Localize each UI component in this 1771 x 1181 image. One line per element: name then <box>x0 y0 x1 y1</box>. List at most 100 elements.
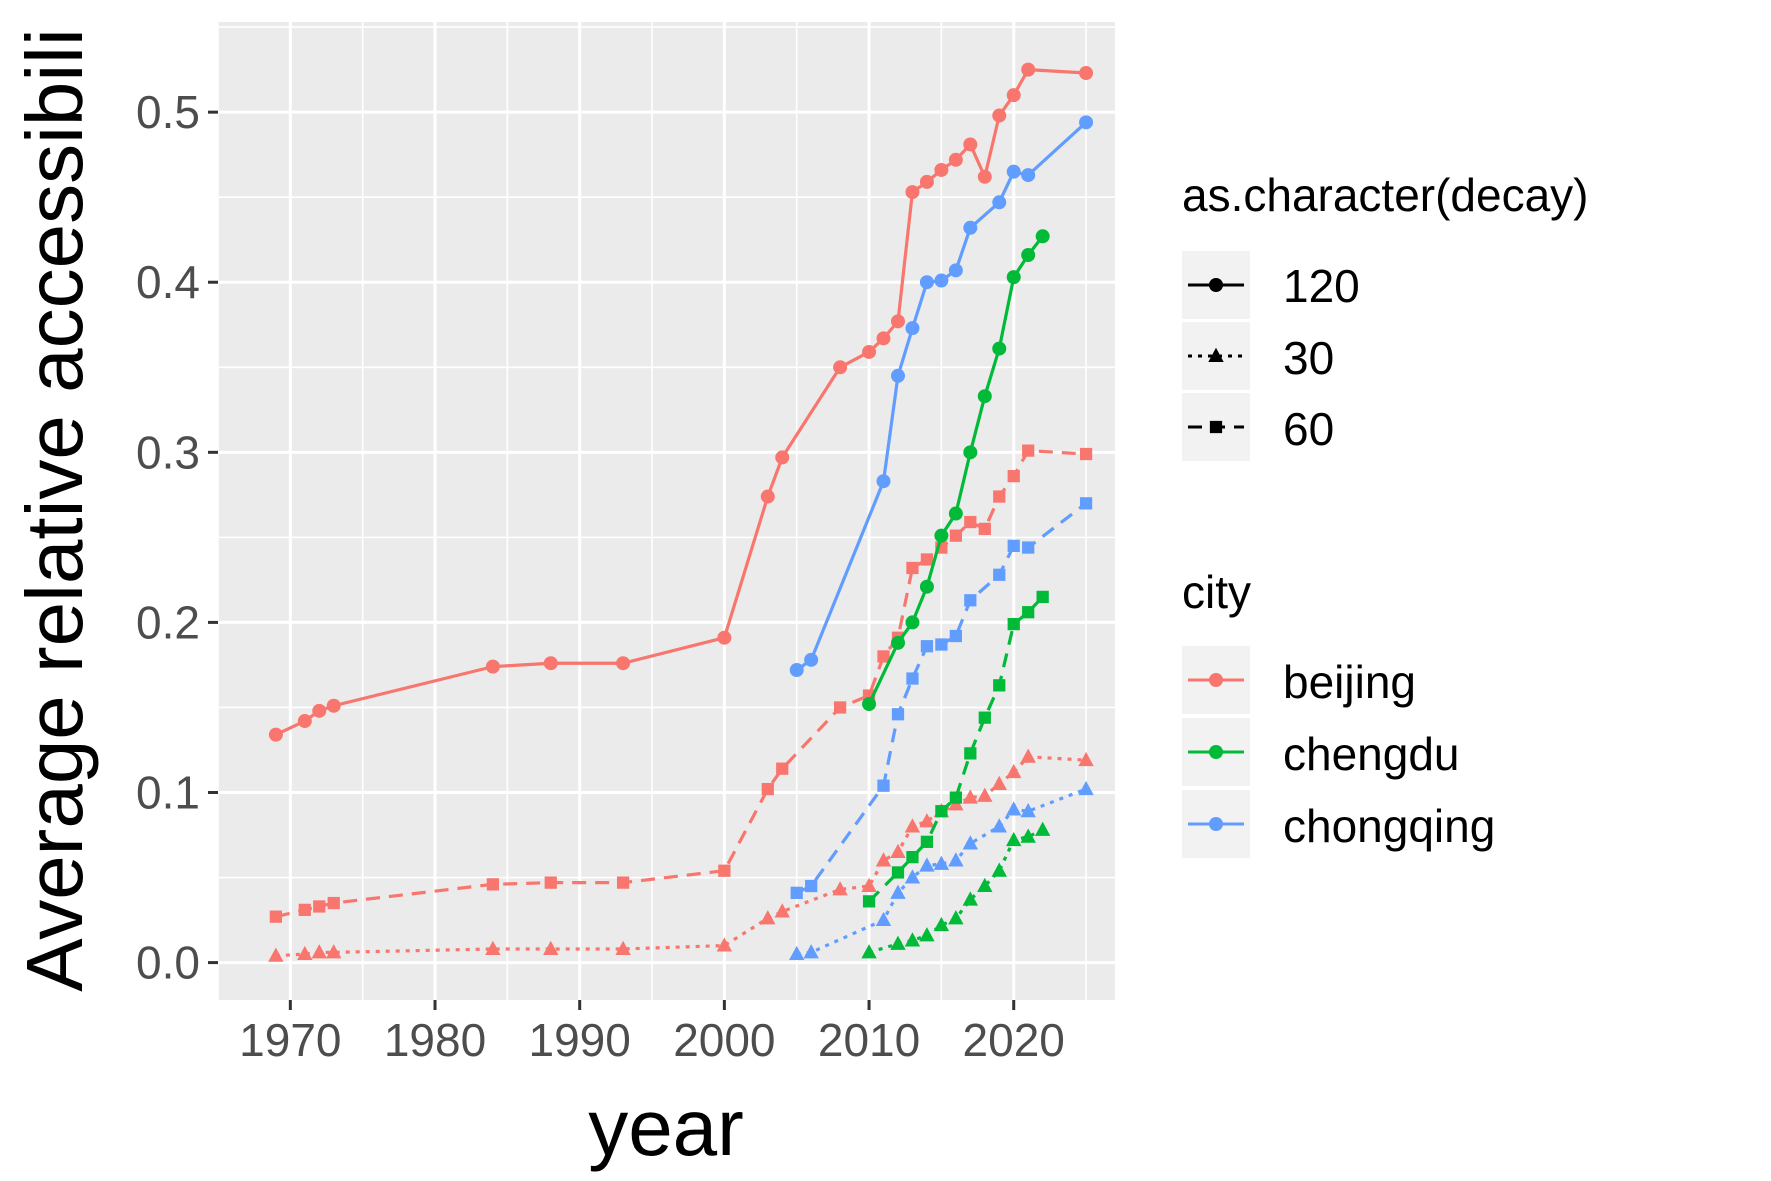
series-beijing-120 <box>268 62 1094 742</box>
point-chengdu-30 <box>962 891 979 906</box>
line-beijing-30 <box>275 755 1087 958</box>
point-beijing-60 <box>486 878 500 891</box>
point-beijing-120 <box>1006 88 1021 103</box>
point-beijing-30 <box>832 881 848 896</box>
point-beijing-30 <box>326 944 342 959</box>
point-beijing-30 <box>297 945 313 961</box>
point-beijing-120 <box>326 698 341 713</box>
legend-key-marker-30 <box>1208 347 1224 362</box>
point-beijing-60 <box>544 876 557 889</box>
point-beijing-30 <box>760 910 776 925</box>
point-beijing-120 <box>833 360 848 375</box>
point-beijing-60 <box>964 515 977 529</box>
point-chengdu-60 <box>891 866 905 879</box>
point-beijing-60 <box>1007 470 1020 483</box>
point-beijing-120 <box>616 656 631 671</box>
legend-city-label-chongqing: chongqing <box>1283 800 1495 852</box>
point-chongqing-30 <box>948 852 964 867</box>
point-beijing-60 <box>906 561 919 575</box>
point-beijing-30 <box>904 818 921 833</box>
x-axis: 1970 1980 1990 2000 2010 2020 <box>239 1000 1065 1066</box>
x-tick-label: 2020 <box>963 1014 1065 1066</box>
point-chongqing-30 <box>1078 780 1094 796</box>
legend-city-label-chengdu: chengdu <box>1283 728 1460 780</box>
point-chengdu-30 <box>1020 828 1036 843</box>
point-beijing-60 <box>761 782 774 796</box>
legend-decay-label-60: 60 <box>1283 403 1334 455</box>
series-chengdu-120 <box>862 229 1050 712</box>
point-chengdu-60 <box>978 711 991 724</box>
legend-decay: as.character(decay) 120 30 60 <box>1182 169 1589 461</box>
point-chongqing-60 <box>805 879 818 893</box>
point-beijing-120 <box>485 659 500 674</box>
point-chengdu-120 <box>905 615 920 630</box>
point-chengdu-60 <box>1022 606 1035 619</box>
point-beijing-30 <box>1006 763 1022 779</box>
point-beijing-120 <box>717 630 732 645</box>
point-chengdu-60 <box>993 679 1006 692</box>
x-axis-title: year <box>588 1083 744 1172</box>
point-chengdu-60 <box>964 747 977 760</box>
point-beijing-60 <box>327 896 340 910</box>
point-beijing-30 <box>861 877 877 893</box>
point-chongqing-30 <box>1020 802 1036 818</box>
point-chengdu-30 <box>933 916 950 932</box>
point-beijing-120 <box>760 489 775 504</box>
point-beijing-120 <box>1021 62 1036 77</box>
point-beijing-30 <box>919 813 935 828</box>
point-beijing-60 <box>978 522 991 535</box>
point-chengdu-120 <box>992 341 1007 356</box>
point-chongqing-120 <box>789 663 804 678</box>
point-beijing-30 <box>890 843 906 859</box>
legend-key-marker-chongqing <box>1209 817 1223 831</box>
point-chongqing-120 <box>804 652 819 667</box>
point-chongqing-60 <box>993 568 1006 581</box>
y-axis-title: Average relative accessibili <box>10 28 99 991</box>
point-chongqing-30 <box>904 869 921 884</box>
point-chengdu-60 <box>1007 617 1020 631</box>
point-beijing-60 <box>298 903 311 916</box>
legend-city-title: city <box>1182 566 1251 618</box>
point-beijing-60 <box>949 529 962 542</box>
point-beijing-60 <box>920 553 934 566</box>
point-chengdu-60 <box>862 895 876 908</box>
point-chongqing-30 <box>789 945 805 961</box>
point-beijing-120 <box>862 344 877 359</box>
point-beijing-60 <box>269 910 282 923</box>
y-axis: 0.0 0.1 0.2 0.3 0.4 0.5 <box>136 86 218 989</box>
legend-key-marker-120 <box>1209 278 1223 292</box>
point-chengdu-120 <box>948 506 963 521</box>
plot-panel <box>218 22 1115 1000</box>
series-layer <box>268 62 1094 962</box>
legend-decay-label-120: 120 <box>1283 260 1360 312</box>
point-chengdu-60 <box>935 805 948 818</box>
x-tick-label: 2000 <box>673 1014 775 1066</box>
point-beijing-120 <box>1079 66 1094 81</box>
point-beijing-30 <box>543 940 559 955</box>
point-beijing-30 <box>268 947 284 962</box>
series-beijing-30 <box>268 748 1094 962</box>
point-beijing-60 <box>877 650 890 663</box>
point-chongqing-120 <box>992 195 1007 210</box>
series-chongqing-60 <box>790 497 1093 899</box>
point-chengdu-30 <box>890 935 906 950</box>
series-chengdu-30 <box>861 821 1051 959</box>
point-beijing-30 <box>311 944 327 959</box>
point-chongqing-60 <box>891 708 905 721</box>
y-tick-label: 0.0 <box>136 937 200 989</box>
point-chengdu-30 <box>1006 831 1022 847</box>
point-chongqing-30 <box>919 857 935 872</box>
point-beijing-120 <box>543 656 558 671</box>
point-chongqing-30 <box>875 911 892 927</box>
point-beijing-120 <box>963 137 978 152</box>
point-chongqing-60 <box>935 638 948 651</box>
point-beijing-30 <box>991 775 1007 790</box>
point-chongqing-60 <box>790 886 803 899</box>
point-chongqing-60 <box>949 629 962 643</box>
line-beijing-120 <box>275 68 1087 737</box>
point-chengdu-30 <box>919 927 935 942</box>
legend-key-marker-60 <box>1209 420 1223 434</box>
point-chongqing-30 <box>890 884 906 899</box>
point-chengdu-60 <box>906 851 919 864</box>
